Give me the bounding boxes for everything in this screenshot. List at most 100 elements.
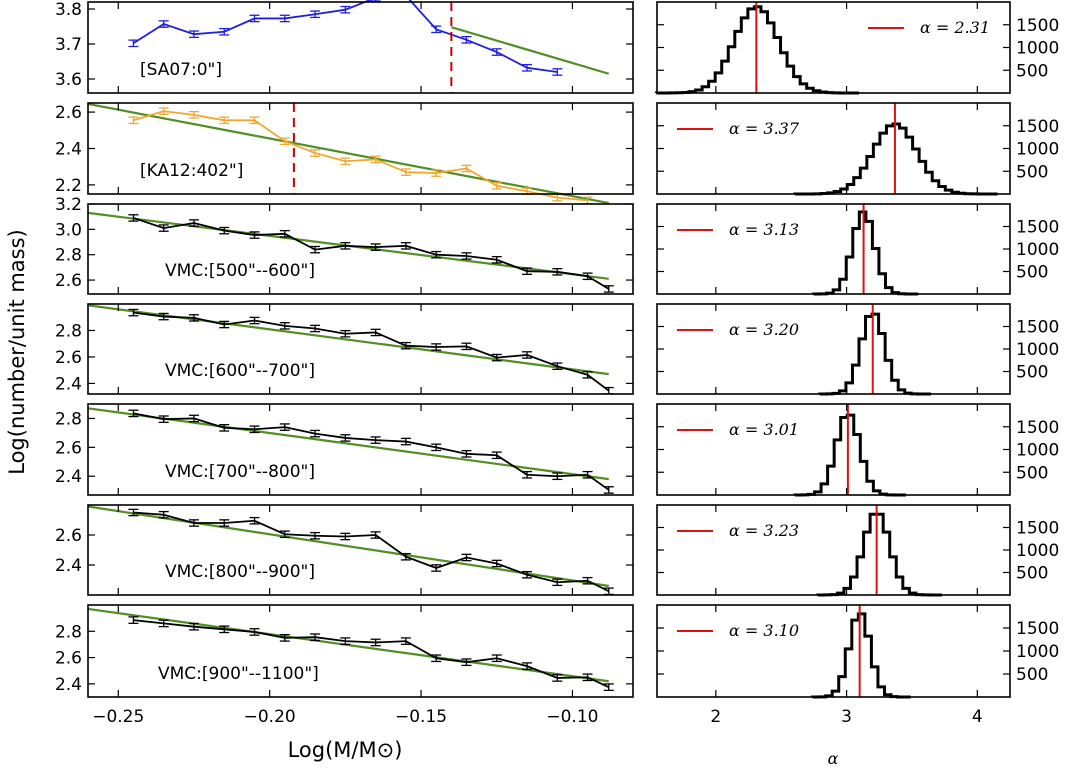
y-tick-label: 1500 xyxy=(1016,318,1059,338)
histogram xyxy=(811,612,911,699)
y-tick-label: 1500 xyxy=(1016,218,1059,238)
legend-label: α = 3.37 xyxy=(729,119,800,138)
histogram xyxy=(816,512,943,597)
panel-frame xyxy=(87,203,634,295)
mass-function-panel: 2.4 2.6 VMC:[800"--900"] xyxy=(55,504,634,596)
panel-frame xyxy=(656,504,1011,596)
mass-function-panel: 2.4 2.6 2.8 −0.25 −0.20 −0.15 −0.10 VMC:[900"--… xyxy=(55,604,634,727)
y-tick-label: 2.4 xyxy=(55,675,82,695)
histogram xyxy=(793,122,998,196)
fit-line xyxy=(87,607,609,683)
panel-frame xyxy=(87,604,634,698)
y-tick-label: 1000 xyxy=(1016,240,1059,260)
panel-label: VMC:[500"--600"] xyxy=(165,261,315,281)
y-tick-label: 500 xyxy=(1016,363,1048,383)
y-tick-label: 2.2 xyxy=(55,176,82,196)
y-tick-label: 500 xyxy=(1016,162,1048,182)
panel-label: VMC:[600"--700"] xyxy=(165,361,315,381)
histogram xyxy=(812,210,919,296)
legend-label: α = 3.23 xyxy=(729,521,799,540)
y-tick-label: 2.6 xyxy=(55,103,82,123)
x-tick-label: −0.15 xyxy=(395,707,447,727)
mass-function-panel: 2.4 2.6 2.8 VMC:[700"--800"] xyxy=(55,403,634,496)
y-tick-label: 1500 xyxy=(1016,519,1059,539)
y-tick-label: 2.4 xyxy=(55,556,82,576)
legend-label: α = 2.31 xyxy=(920,18,990,37)
mass-function-panel: 3.6 3.7 3.8 [SA07:0"] xyxy=(55,0,634,94)
y-tick-label: 1000 xyxy=(1016,441,1059,461)
mass-function-panel: 2.6 2.8 3.0 3.2 VMC:[500"--600"] xyxy=(55,195,634,295)
mass-function-panel: 2.4 2.6 2.8 VMC:[600"--700"] xyxy=(55,303,634,395)
y-tick-label: 2.8 xyxy=(55,321,82,341)
panel-label: VMC:[800"--900"] xyxy=(165,562,315,582)
y-tick-label: 500 xyxy=(1016,463,1048,483)
y-tick-label: 2.6 xyxy=(55,271,82,291)
y-tick-label: 1000 xyxy=(1016,541,1059,561)
y-tick-label: 3.0 xyxy=(55,220,82,240)
y-tick-label: 3.2 xyxy=(55,195,82,215)
panel-label: [KA12:402"] xyxy=(140,161,243,181)
y-tick-label: 1000 xyxy=(1016,642,1059,662)
x-tick-label: 2 xyxy=(710,707,721,727)
data-line xyxy=(133,110,588,202)
legend-label: α = 3.13 xyxy=(729,220,799,239)
y-tick-label: 1500 xyxy=(1016,418,1059,438)
y-tick-label: 3.8 xyxy=(55,0,82,20)
alpha-histogram-panel: 500 1000 1500 2 3 4 α = 3.10 xyxy=(656,604,1059,727)
histogram xyxy=(654,5,859,95)
panel-frame xyxy=(656,102,1011,195)
y-tick-label: 2.6 xyxy=(55,348,82,368)
y-tick-label: 2.4 xyxy=(55,374,82,394)
y-tick-label: 500 xyxy=(1016,564,1048,584)
y-tick-label: 1500 xyxy=(1016,16,1059,36)
legend-label: α = 3.20 xyxy=(729,320,799,339)
histogram xyxy=(818,312,931,396)
panel-frame xyxy=(87,303,634,395)
y-tick-label: 1000 xyxy=(1016,340,1059,360)
y-tick-label: 2.8 xyxy=(55,246,82,266)
panel-frame xyxy=(87,504,634,596)
panel-label: VMC:[700"--800"] xyxy=(165,462,315,482)
y-tick-label: 2.8 xyxy=(55,622,82,642)
x-tick-label: −0.10 xyxy=(546,707,598,727)
y-tick-label: 2.4 xyxy=(55,140,82,160)
fit-line xyxy=(87,102,609,205)
y-axis-title: Log(number/unit mass) xyxy=(5,229,29,475)
y-tick-label: 2.8 xyxy=(55,409,82,429)
legend-label: α = 3.10 xyxy=(729,621,799,640)
left-x-axis-title: Log(M/M⊙) xyxy=(288,738,403,762)
right-x-axis-title: α xyxy=(828,749,839,768)
x-tick-label: −0.20 xyxy=(244,707,296,727)
y-tick-label: 2.6 xyxy=(55,438,82,458)
y-tick-label: 500 xyxy=(1016,61,1048,81)
y-tick-label: 2.4 xyxy=(55,467,82,487)
mass-function-panel: 2.2 2.4 2.6 [KA12:402"] xyxy=(55,102,634,205)
x-tick-label: 4 xyxy=(972,707,983,727)
y-tick-label: 2.6 xyxy=(55,526,82,546)
panel-label: VMC:[900"--1100"] xyxy=(158,664,319,684)
legend-label: α = 3.01 xyxy=(729,420,799,439)
y-tick-label: 3.7 xyxy=(55,35,82,55)
x-tick-label: 3 xyxy=(841,707,852,727)
panel-label: [SA07:0"] xyxy=(140,60,222,80)
panel-frame xyxy=(87,403,634,496)
y-tick-label: 1000 xyxy=(1016,140,1059,160)
y-tick-label: 2.6 xyxy=(55,649,82,669)
panel-frame xyxy=(656,1,1011,94)
x-tick-label: −0.25 xyxy=(92,707,144,727)
y-tick-label: 1500 xyxy=(1016,619,1059,639)
histogram xyxy=(793,413,907,497)
left-panels: 3.63.73.8[SA07:0"]2.22.42.6[KA12:402"]2.… xyxy=(55,0,634,727)
panel-frame xyxy=(87,1,634,94)
panel-frame xyxy=(656,303,1011,395)
y-tick-label: 500 xyxy=(1016,263,1048,283)
y-tick-label: 1000 xyxy=(1016,39,1059,59)
